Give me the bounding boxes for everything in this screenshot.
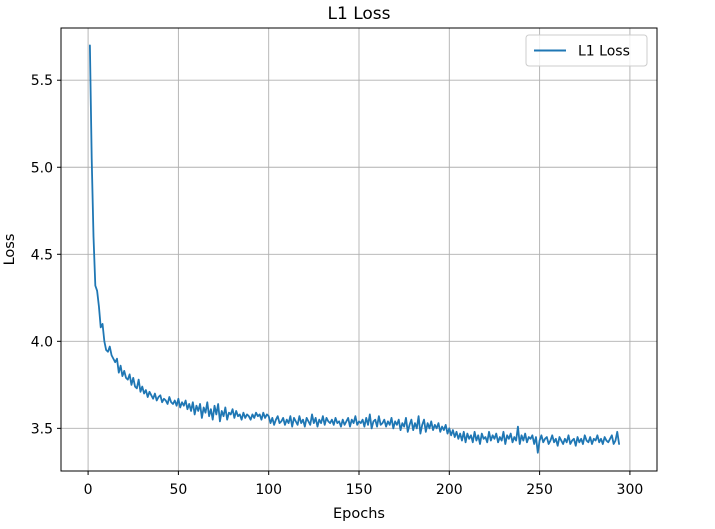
series-line-l1-loss bbox=[89, 44, 620, 454]
x-tick-label: 0 bbox=[84, 482, 93, 498]
y-tick-label: 5.5 bbox=[31, 73, 53, 89]
y-tick-label: 4.5 bbox=[31, 247, 53, 263]
y-tick-label: 4.0 bbox=[31, 334, 53, 350]
legend-entry-label: L1 Loss bbox=[578, 44, 630, 60]
legend-box bbox=[525, 34, 648, 67]
series-layer bbox=[89, 44, 620, 454]
grid-lines bbox=[61, 28, 657, 471]
chart-title: L1 Loss bbox=[328, 4, 391, 24]
y-tick-label: 3.5 bbox=[31, 421, 53, 437]
x-axis-title: Epochs bbox=[333, 506, 385, 522]
y-axis-title: Loss bbox=[2, 234, 18, 266]
x-tick-label: 150 bbox=[346, 482, 373, 498]
x-tick-label: 200 bbox=[436, 482, 463, 498]
legend: L1 Loss bbox=[525, 34, 648, 67]
axis-ticks: 0 50 100 150 200 250 300 3.5 4.0 4.5 5.0 5.5 bbox=[31, 73, 644, 498]
x-tick-label: 100 bbox=[255, 482, 282, 498]
x-tick-label: 50 bbox=[169, 482, 187, 498]
y-tick-label: 5.0 bbox=[31, 160, 53, 176]
x-tick-label: 250 bbox=[526, 482, 553, 498]
x-tick-label: 300 bbox=[617, 482, 644, 498]
